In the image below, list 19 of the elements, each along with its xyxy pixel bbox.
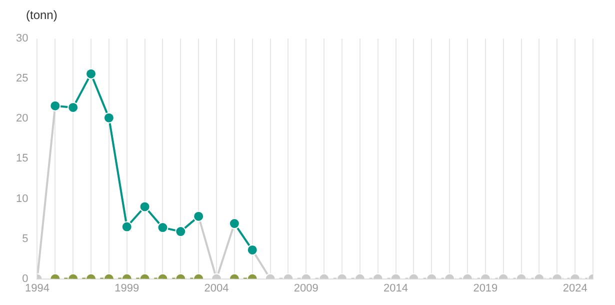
y-axis-title: (tonn) bbox=[26, 8, 58, 24]
y-tick-label: 20 bbox=[16, 112, 28, 125]
x-tick-label: 2004 bbox=[204, 282, 229, 294]
x-tick-label: 2014 bbox=[384, 282, 408, 294]
x-tick-label: 2009 bbox=[294, 282, 318, 294]
y-tick-label: 0 bbox=[22, 272, 28, 285]
point bbox=[50, 100, 61, 112]
y-tick-label: 10 bbox=[16, 192, 28, 205]
y-tick-label: 30 bbox=[16, 32, 28, 45]
y-tick-label: 25 bbox=[16, 72, 28, 85]
x-tick-label: 1999 bbox=[114, 282, 140, 294]
y-tick-label: 15 bbox=[16, 152, 28, 165]
x-tick-label: 2024 bbox=[562, 282, 588, 294]
x-tick-label: 2019 bbox=[473, 282, 498, 294]
x-tick-label: 1994 bbox=[24, 282, 50, 294]
point bbox=[103, 112, 114, 124]
point bbox=[86, 68, 97, 80]
y-tick-label: 5 bbox=[22, 232, 28, 245]
point bbox=[68, 102, 79, 113]
